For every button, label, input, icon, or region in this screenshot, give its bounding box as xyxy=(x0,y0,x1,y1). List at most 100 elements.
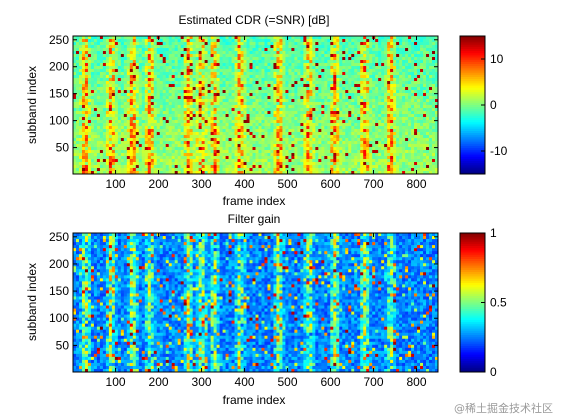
heatmap-cell xyxy=(306,150,310,154)
heatmap-cell xyxy=(114,90,119,94)
heatmap-cell xyxy=(219,66,223,70)
heatmap-cell xyxy=(78,90,83,94)
heatmap-cell xyxy=(180,129,185,133)
heatmap-cell xyxy=(369,102,373,106)
heatmap-cell xyxy=(186,102,191,106)
heatmap-cell xyxy=(360,69,364,73)
heatmap-cell xyxy=(234,96,238,100)
heatmap-cell xyxy=(297,168,301,172)
heatmap-cell xyxy=(315,171,319,175)
heatmap-cell xyxy=(240,144,244,148)
heatmap-cell xyxy=(192,129,197,133)
heatmap-cell xyxy=(150,90,155,94)
heatmap-cell xyxy=(255,63,259,67)
heatmap-cell xyxy=(129,39,134,43)
heatmap-cell xyxy=(288,165,292,169)
heatmap-cell xyxy=(195,48,200,52)
heatmap-cell xyxy=(213,42,217,46)
heatmap-cell xyxy=(132,144,137,148)
heatmap-cell xyxy=(73,123,77,127)
heatmap-cell xyxy=(162,39,167,43)
heatmap-cell xyxy=(345,90,349,94)
heatmap-cell xyxy=(141,78,146,82)
heatmap-cell xyxy=(162,147,167,151)
heatmap-cell xyxy=(141,48,146,52)
heatmap-cell xyxy=(243,165,247,169)
heatmap-cell xyxy=(210,135,215,139)
heatmap-cell xyxy=(96,120,101,124)
heatmap-cell xyxy=(81,153,86,157)
heatmap-cell xyxy=(225,117,229,121)
heatmap-cell xyxy=(372,90,376,94)
heatmap-cell xyxy=(120,87,125,91)
heatmap-cell xyxy=(138,51,143,55)
heatmap-cell xyxy=(231,111,235,115)
heatmap-cell xyxy=(246,63,250,67)
heatmap-cell xyxy=(93,84,98,88)
heatmap-cell xyxy=(333,129,337,133)
heatmap-cell xyxy=(261,102,265,106)
heatmap-cell xyxy=(324,78,328,82)
heatmap-cell xyxy=(312,168,316,172)
heatmap-cell xyxy=(381,105,385,109)
heatmap-cell xyxy=(249,75,253,79)
heatmap-cell xyxy=(201,51,206,55)
heatmap-cell xyxy=(333,36,337,40)
heatmap-cell xyxy=(204,48,209,52)
heatmap-cell xyxy=(225,66,229,70)
heatmap-cell xyxy=(300,126,304,130)
heatmap-cell xyxy=(288,93,292,97)
heatmap-cell xyxy=(324,165,328,169)
heatmap-cell xyxy=(321,114,325,118)
heatmap-cell xyxy=(120,39,125,43)
heatmap-cell xyxy=(207,132,212,136)
heatmap-cell xyxy=(303,168,307,172)
heatmap-cell xyxy=(216,120,220,124)
heatmap-cell xyxy=(297,87,301,91)
heatmap-cell xyxy=(93,93,98,97)
heatmap-cell xyxy=(204,138,209,142)
heatmap-cell xyxy=(111,102,116,106)
heatmap-cell xyxy=(138,69,143,73)
heatmap-cell xyxy=(321,90,325,94)
heatmap-cell xyxy=(261,48,265,52)
heatmap-cell xyxy=(156,93,161,97)
heatmap-cell xyxy=(306,57,310,61)
heatmap-cell xyxy=(267,108,271,112)
heatmap-cell xyxy=(114,132,119,136)
heatmap-cell xyxy=(228,126,232,130)
heatmap-cell xyxy=(324,102,328,106)
heatmap-cell xyxy=(102,147,107,151)
heatmap-cell xyxy=(330,57,334,61)
heatmap-cell xyxy=(297,171,301,175)
heatmap-cell xyxy=(93,123,98,127)
heatmap-cell xyxy=(183,171,188,175)
heatmap-cell xyxy=(375,102,379,106)
heatmap-cell xyxy=(222,69,226,73)
heatmap-cell xyxy=(156,66,161,70)
heatmap-cell xyxy=(393,135,397,139)
heatmap-cell xyxy=(153,102,158,106)
heatmap-cell xyxy=(360,123,364,127)
heatmap-cell xyxy=(351,108,355,112)
heatmap-cell xyxy=(297,81,301,85)
heatmap-cell xyxy=(246,105,250,109)
heatmap-cell xyxy=(237,156,241,160)
heatmap-cell xyxy=(81,51,86,55)
heatmap-cell xyxy=(354,138,358,142)
heatmap-cell xyxy=(138,150,143,154)
heatmap-cell xyxy=(303,144,307,148)
heatmap-cell xyxy=(99,57,104,61)
heatmap-cell xyxy=(306,69,310,73)
heatmap-cell xyxy=(330,168,334,172)
heatmap-cell xyxy=(384,123,388,127)
heatmap-cell xyxy=(144,39,149,43)
heatmap-cell xyxy=(87,132,92,136)
heatmap-cell xyxy=(294,144,298,148)
heatmap-cell xyxy=(321,84,325,88)
heatmap-cell xyxy=(153,123,158,127)
heatmap-cell xyxy=(384,150,388,154)
heatmap-cell xyxy=(213,69,217,73)
heatmap-cell xyxy=(375,51,379,55)
heatmap-cell xyxy=(189,144,194,148)
